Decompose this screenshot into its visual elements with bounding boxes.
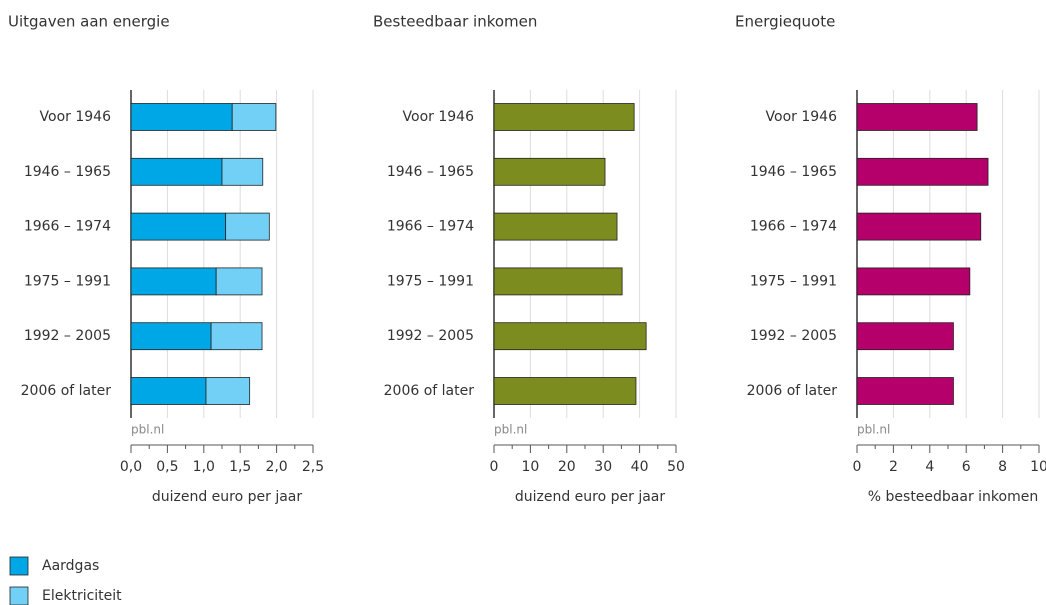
chart-title: Besteedbaar inkomen	[373, 13, 537, 31]
x-tick-label: 4	[925, 459, 934, 475]
y-tick-label: 2006 of later	[384, 383, 475, 399]
y-tick-label: 1992 – 2005	[750, 328, 837, 344]
y-tick-label: 1946 – 1965	[750, 164, 837, 180]
y-tick-label: 1966 – 1974	[24, 219, 111, 235]
y-tick-label: 1946 – 1965	[24, 164, 111, 180]
y-tick-label: Voor 1946	[403, 109, 475, 125]
y-tick-label: 1966 – 1974	[750, 219, 837, 235]
y-tick-label: 2006 of later	[747, 383, 838, 399]
bar-segment	[130, 267, 217, 296]
bar	[856, 212, 982, 241]
x-tick-label: 30	[594, 459, 612, 475]
x-tick-label: 1,5	[229, 459, 251, 475]
x-axis-label: duizend euro per jaar	[152, 489, 303, 505]
legend-swatch	[9, 556, 29, 576]
x-tick-label: 10	[521, 459, 539, 475]
bar-segment	[130, 157, 223, 186]
y-tick-label: 2006 of later	[21, 383, 112, 399]
bar	[856, 103, 978, 131]
x-tick-label: 0,0	[120, 459, 142, 475]
x-tick-label: 8	[998, 459, 1007, 475]
bar-segment	[130, 377, 207, 405]
x-tick-label: 50	[667, 459, 685, 475]
source: pbl.nl	[131, 423, 164, 437]
y-tick-label: 1975 – 1991	[24, 273, 111, 289]
x-tick-label: 1,0	[193, 459, 215, 475]
bar	[856, 322, 954, 351]
bar-segment	[231, 103, 277, 131]
bar-segment	[225, 212, 270, 241]
bar-segment	[221, 157, 264, 186]
bar	[856, 267, 971, 296]
y-tick-label: 1946 – 1965	[387, 164, 474, 180]
bar-segment	[130, 212, 227, 241]
legend-swatch	[9, 586, 29, 605]
x-tick-label: 0	[490, 459, 499, 475]
bar	[856, 377, 954, 405]
bar	[493, 377, 637, 405]
bar-segment	[130, 103, 233, 131]
x-tick-label: 10	[1030, 459, 1046, 475]
bar-segment	[210, 322, 263, 351]
x-tick-label: 2,5	[302, 459, 324, 475]
x-tick-label: 2	[889, 459, 898, 475]
x-axis-label: % besteedbaar inkomen	[868, 489, 1038, 505]
x-tick-label: 6	[962, 459, 971, 475]
x-axis-label: duizend euro per jaar	[515, 489, 666, 505]
bar-segment	[215, 267, 263, 296]
legend-label: Elektriciteit	[42, 588, 122, 604]
legend-label: Aardgas	[42, 558, 99, 574]
x-tick-label: 20	[558, 459, 576, 475]
bar	[493, 103, 635, 131]
source: pbl.nl	[857, 423, 890, 437]
y-tick-label: 1975 – 1991	[750, 273, 837, 289]
bar-segment	[205, 377, 251, 405]
y-tick-label: 1992 – 2005	[387, 328, 474, 344]
chart-title: Energiequote	[735, 13, 835, 31]
x-tick-label: 0	[853, 459, 862, 475]
y-tick-label: 1992 – 2005	[24, 328, 111, 344]
y-tick-label: 1975 – 1991	[387, 273, 474, 289]
x-tick-label: 0,5	[156, 459, 178, 475]
bar	[493, 322, 647, 351]
bar	[493, 267, 623, 296]
bar	[493, 212, 618, 241]
x-tick-label: 40	[631, 459, 649, 475]
bar-segment	[130, 322, 212, 351]
bar	[493, 157, 606, 186]
chart-title: Uitgaven aan energie	[8, 13, 170, 31]
bar	[856, 157, 989, 186]
y-tick-label: Voor 1946	[40, 109, 112, 125]
y-tick-label: 1966 – 1974	[387, 219, 474, 235]
source: pbl.nl	[494, 423, 527, 437]
y-tick-label: Voor 1946	[766, 109, 838, 125]
x-tick-label: 2,0	[265, 459, 287, 475]
